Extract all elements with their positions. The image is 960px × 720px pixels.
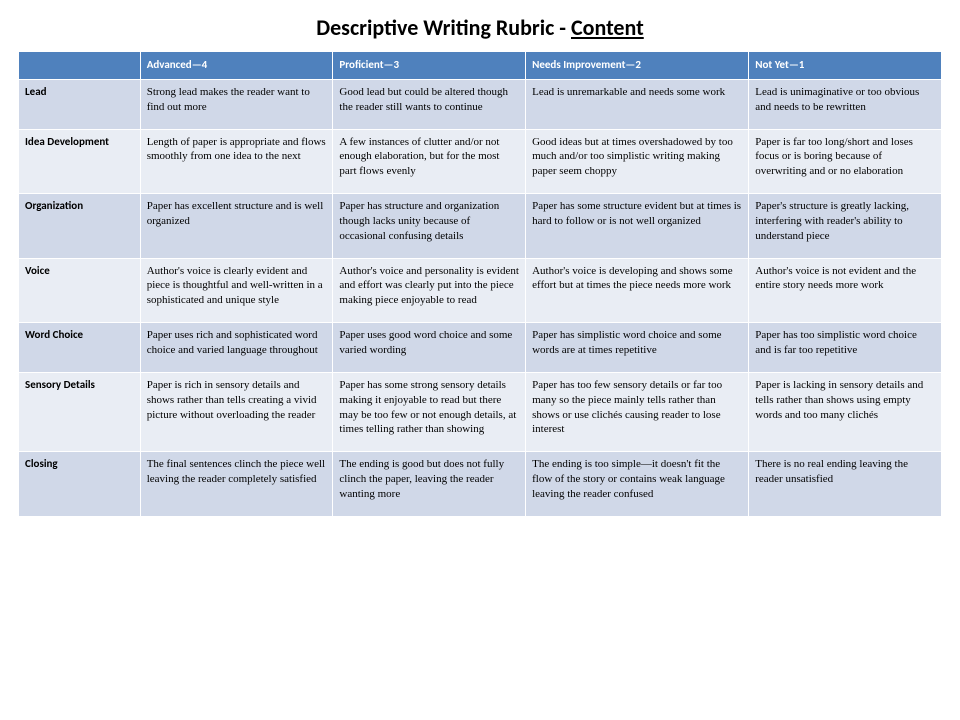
cell: Paper has too simplistic word choice and… (749, 323, 942, 373)
cell: Author's voice is developing and shows s… (526, 258, 749, 323)
title-prefix: Descriptive Writing Rubric - (316, 14, 571, 41)
cell: The final sentences clinch the piece wel… (140, 452, 333, 517)
cell: Lead is unimaginative or too obvious and… (749, 79, 942, 129)
row-label: Idea Development (19, 129, 141, 194)
table-row: Closing The final sentences clinch the p… (19, 452, 942, 517)
row-label: Word Choice (19, 323, 141, 373)
cell: Paper has excellent structure and is wel… (140, 194, 333, 259)
table-row: Voice Author's voice is clearly evident … (19, 258, 942, 323)
cell: Paper uses good word choice and some var… (333, 323, 526, 373)
cell: The ending is good but does not fully cl… (333, 452, 526, 517)
header-blank (19, 52, 141, 80)
cell: Paper is lacking in sensory details and … (749, 372, 942, 451)
cell: Paper has some strong sensory details ma… (333, 372, 526, 451)
title-underlined: Content (571, 14, 644, 41)
cell: Paper uses rich and sophisticated word c… (140, 323, 333, 373)
header-not-yet: Not Yet—1 (749, 52, 942, 80)
header-needs-improvement: Needs Improvement—2 (526, 52, 749, 80)
table-row: Word Choice Paper uses rich and sophisti… (19, 323, 942, 373)
cell: Paper's structure is greatly lacking, in… (749, 194, 942, 259)
cell: Paper has some structure evident but at … (526, 194, 749, 259)
cell: The ending is too simple—it doesn't fit … (526, 452, 749, 517)
cell: Paper has simplistic word choice and som… (526, 323, 749, 373)
cell: Good ideas but at times overshadowed by … (526, 129, 749, 194)
cell: Paper has too few sensory details or far… (526, 372, 749, 451)
header-advanced: Advanced—4 (140, 52, 333, 80)
row-label: Organization (19, 194, 141, 259)
table-row: Idea Development Length of paper is appr… (19, 129, 942, 194)
cell: Lead is unremarkable and needs some work (526, 79, 749, 129)
table-row: Organization Paper has excellent structu… (19, 194, 942, 259)
page-title: Descriptive Writing Rubric - Content (18, 14, 942, 41)
table-row: Lead Strong lead makes the reader want t… (19, 79, 942, 129)
row-label: Closing (19, 452, 141, 517)
cell: Length of paper is appropriate and flows… (140, 129, 333, 194)
cell: Paper has structure and organization tho… (333, 194, 526, 259)
cell: Author's voice is not evident and the en… (749, 258, 942, 323)
cell: Good lead but could be altered though th… (333, 79, 526, 129)
header-row: Advanced—4 Proficient—3 Needs Improvemen… (19, 52, 942, 80)
cell: Author's voice is clearly evident and pi… (140, 258, 333, 323)
table-row: Sensory Details Paper is rich in sensory… (19, 372, 942, 451)
cell: Author's voice and personality is eviden… (333, 258, 526, 323)
header-proficient: Proficient—3 (333, 52, 526, 80)
row-label: Lead (19, 79, 141, 129)
row-label: Sensory Details (19, 372, 141, 451)
cell: Paper is rich in sensory details and sho… (140, 372, 333, 451)
cell: A few instances of clutter and/or not en… (333, 129, 526, 194)
row-label: Voice (19, 258, 141, 323)
cell: Strong lead makes the reader want to fin… (140, 79, 333, 129)
rubric-table: Advanced—4 Proficient—3 Needs Improvemen… (18, 51, 942, 517)
cell: Paper is far too long/short and loses fo… (749, 129, 942, 194)
cell: There is no real ending leaving the read… (749, 452, 942, 517)
